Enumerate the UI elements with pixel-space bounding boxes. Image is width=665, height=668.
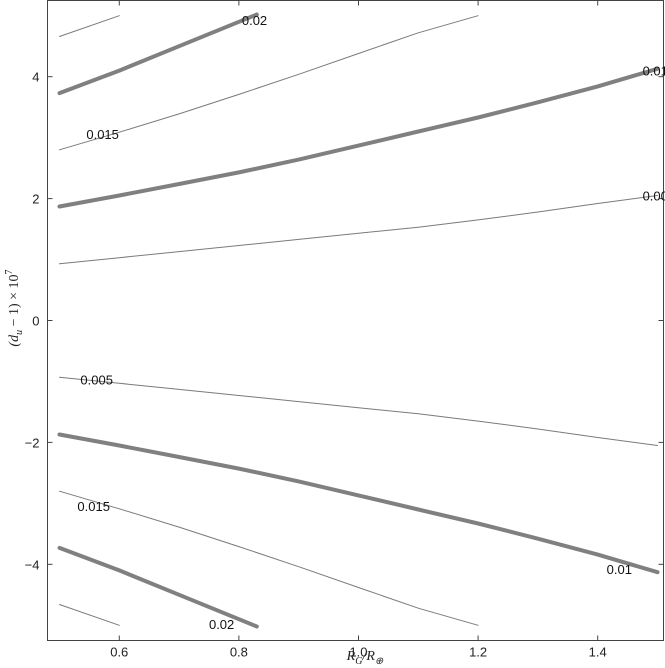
y-tick-label: 2 — [32, 192, 39, 207]
contour-line-0-0025 — [59, 376, 658, 446]
x-tick-label: 1.0 — [349, 645, 367, 660]
x-tick-label: 0.8 — [230, 645, 248, 660]
contour-label: 0.015 — [86, 127, 119, 142]
y-tick-label: −4 — [25, 557, 40, 572]
contour-line-0-02 — [57, 545, 259, 629]
contour-line-0-025 — [59, 15, 120, 37]
y-tick-label: 0 — [32, 314, 39, 329]
contour-label: 0.005 — [643, 189, 665, 204]
contour-label: 0.015 — [77, 499, 110, 514]
contour-label: 0.01 — [643, 64, 665, 79]
plot-frame — [47, 0, 664, 641]
contour-line-0-005 — [59, 15, 479, 151]
x-tick-label: 0.6 — [110, 645, 128, 660]
x-tick-label: 1.2 — [469, 645, 487, 660]
contour-label: 0.005 — [80, 373, 113, 388]
contour-label: 0.02 — [242, 13, 267, 28]
y-tick-label: 4 — [32, 70, 39, 85]
contour-labels: 0.02 0.01 0.015 0.005 0.005 0.015 0.01 0.02 — [77, 13, 665, 632]
contour-line-0-01 — [57, 432, 660, 575]
contour-lines — [57, 12, 660, 629]
contour-label: 0.01 — [607, 562, 632, 577]
contour-line-0-005 — [59, 490, 479, 626]
y-tick-label: −2 — [25, 435, 40, 450]
contour-line-0-0025 — [59, 195, 658, 265]
contour-line-0-025 — [59, 604, 120, 626]
x-axis-label: RG/R⊕ — [346, 649, 384, 667]
axis-ticks: 0.6 0.8 1.0 1.2 1.4 −4 −2 0 2 4 — [25, 0, 664, 660]
contour-label: 0.02 — [209, 617, 234, 632]
x-tick-label: 1.4 — [589, 645, 607, 660]
y-axis-label: (du − 1) × 107 — [4, 269, 25, 346]
contour-line-0-02 — [57, 12, 259, 96]
contour-line-0-01 — [57, 66, 660, 209]
